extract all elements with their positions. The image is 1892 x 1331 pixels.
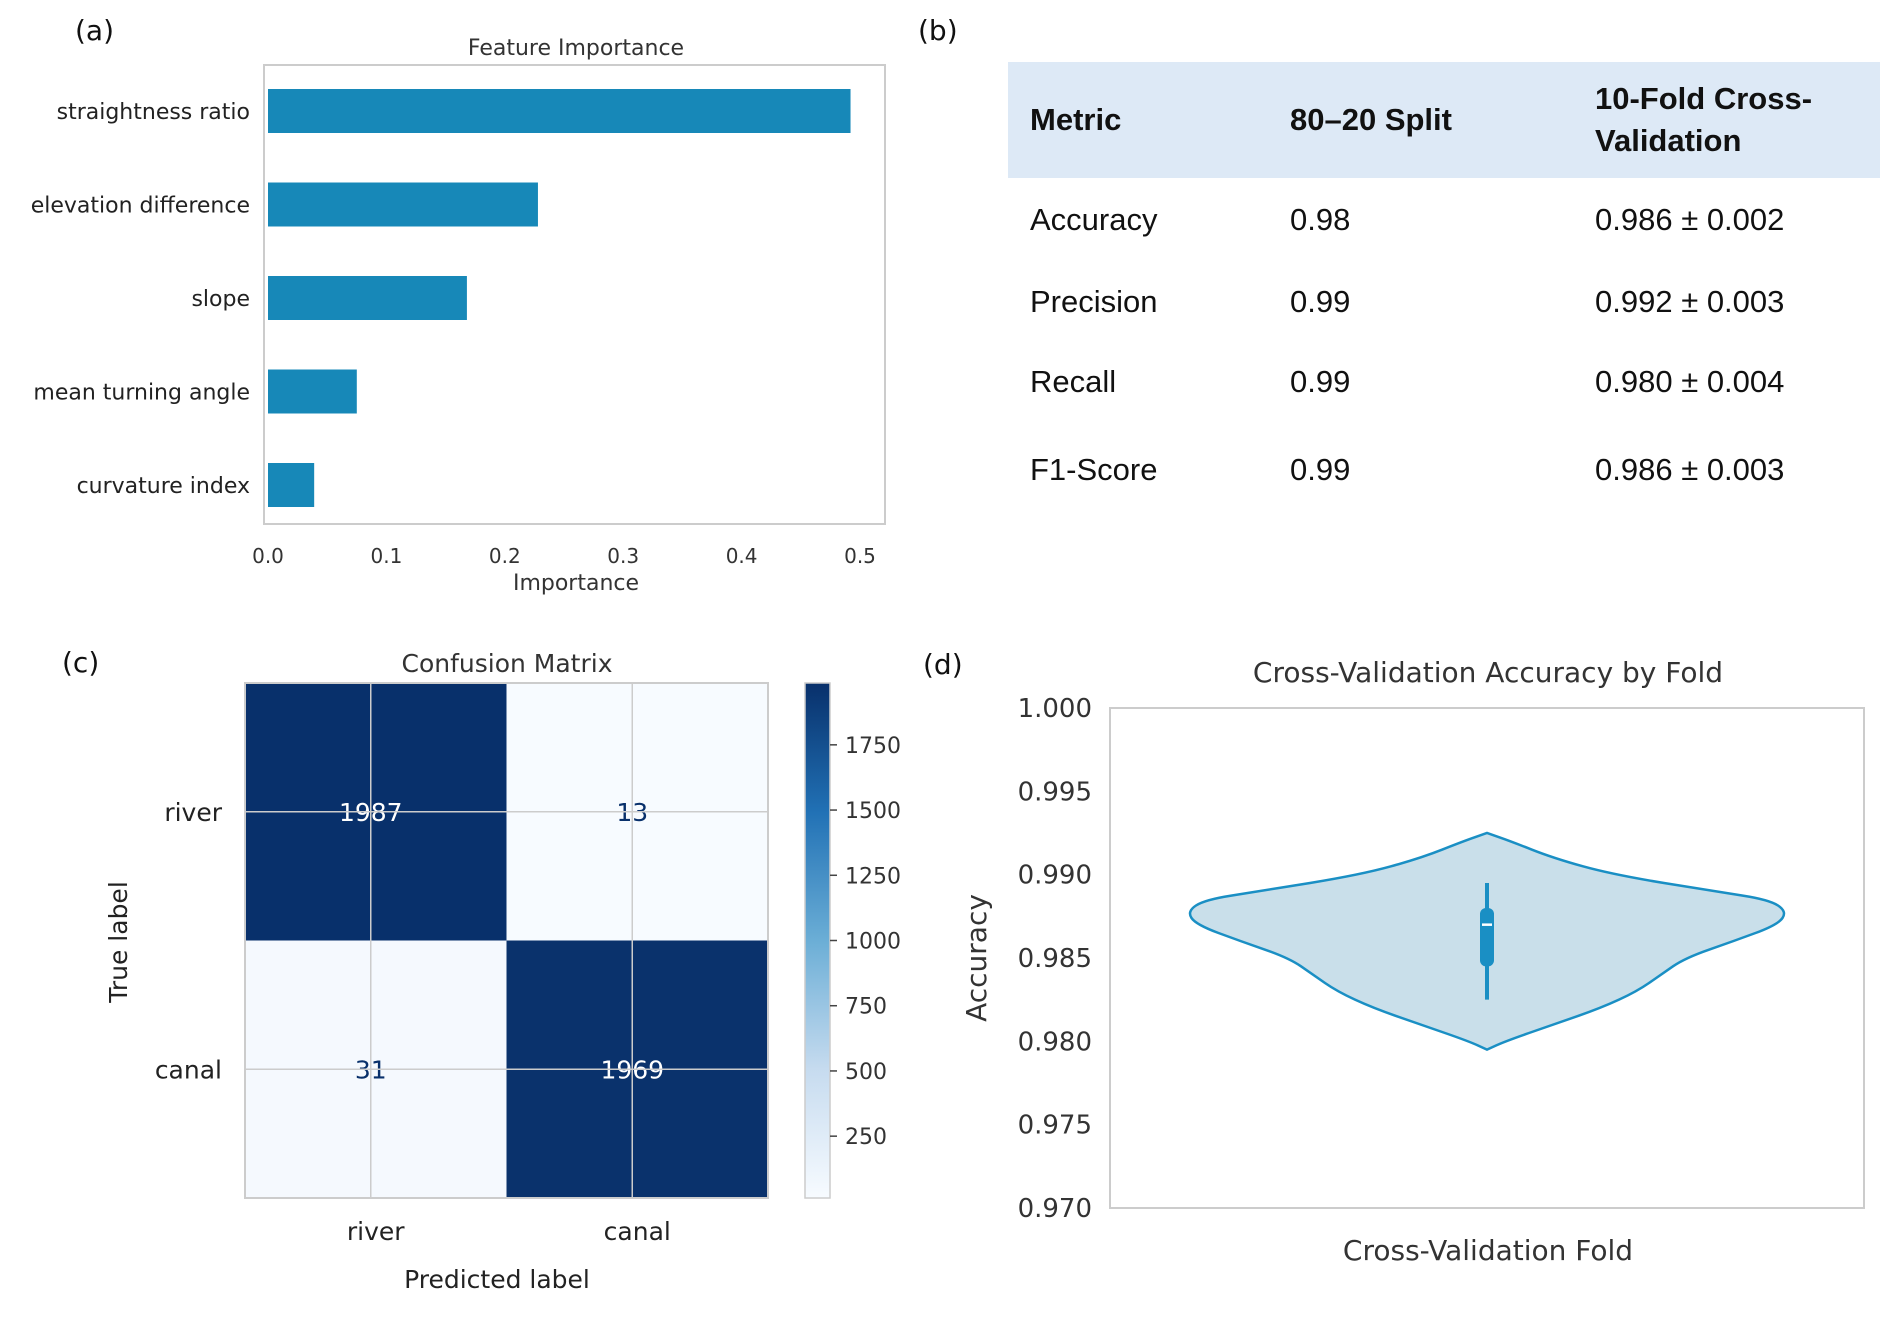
plot-frame (1109, 707, 1865, 1209)
table-cell: 0.986 ± 0.002 (1595, 202, 1785, 237)
x-tick-label: 0.5 (844, 544, 876, 568)
table-cell: Accuracy (1030, 202, 1158, 237)
bar (268, 89, 851, 133)
table-cell: 0.99 (1290, 364, 1351, 399)
colorbar-tick-label: 250 (845, 1125, 887, 1150)
x-axis-label: Cross-Validation Fold (1343, 1234, 1633, 1267)
y-axis-label: True label (104, 881, 133, 1004)
y-tick-label: 0.980 (1018, 1027, 1092, 1057)
panel-label-b: (b) (918, 14, 958, 47)
panel-label-c: (c) (62, 646, 100, 679)
feature-importance-chart: Feature Importance straightness ratio ele… (31, 36, 886, 596)
x-tick-label: 0.0 (252, 544, 284, 568)
bar (268, 463, 315, 507)
y-tick-label: canal (155, 1055, 222, 1084)
y-tick-label: slope (191, 287, 250, 312)
table-cell: 0.99 (1290, 452, 1351, 487)
bar (268, 276, 467, 320)
y-tick-label: 0.985 (1018, 944, 1092, 974)
y-tick-label: 0.990 (1018, 861, 1092, 891)
x-tick-label: 0.2 (489, 544, 521, 568)
y-tick-label: straightness ratio (57, 100, 250, 125)
x-axis-label: Predicted label (404, 1265, 590, 1294)
table-cell: Recall (1030, 364, 1117, 399)
table-row: Precision 0.99 0.992 ± 0.003 (1008, 262, 1880, 342)
chart-title: Confusion Matrix (401, 649, 612, 678)
matrix-frame (244, 682, 769, 1199)
chart-title: Feature Importance (468, 36, 684, 61)
x-tick-label: 0.3 (607, 544, 639, 568)
colorbar-tick-label: 1500 (845, 799, 901, 824)
colorbar-tick-label: 1000 (845, 930, 901, 955)
header-split: 80–20 Split (1290, 102, 1452, 137)
y-axis-label: Accuracy (960, 894, 993, 1022)
table-cell: 0.980 ± 0.004 (1595, 364, 1785, 399)
table-cell: 0.992 ± 0.003 (1595, 284, 1785, 319)
y-tick-label: curvature index (77, 474, 250, 499)
colorbar-tick-label: 1750 (845, 734, 901, 759)
y-tick-label: mean turning angle (33, 381, 250, 406)
x-axis-label: Importance (513, 571, 639, 596)
table-header-row: Metric 80–20 Split 10-Fold Cross-Validat… (1008, 62, 1880, 178)
chart-title: Cross-Validation Accuracy by Fold (1253, 656, 1723, 689)
confusion-matrix-chart: Confusion Matrix 198713311969 rivercanal… (104, 649, 901, 1294)
x-tick-label: 0.4 (726, 544, 758, 568)
plot-frame (263, 64, 886, 525)
x-tick-label: river (347, 1217, 405, 1246)
y-tick-label: 0.975 (1018, 1111, 1092, 1141)
metrics-table-panel: Metric 80–20 Split 10-Fold Cross-Validat… (1008, 62, 1880, 518)
colorbar (804, 682, 831, 1199)
metrics-table: Metric 80–20 Split 10-Fold Cross-Validat… (1008, 62, 1880, 518)
iqr-box (1480, 908, 1494, 967)
y-tick-label: 1.000 (1018, 694, 1092, 724)
colorbar-tick-label: 750 (845, 995, 887, 1020)
table-cell: F1-Score (1030, 452, 1158, 487)
colorbar-tick-label: 1250 (845, 864, 901, 889)
table-cell: 0.98 (1290, 202, 1351, 237)
panel-label-d: (d) (923, 648, 963, 681)
panel-label-a: (a) (75, 14, 115, 47)
violin-chart: Cross-Validation Accuracy by Fold 0.970 0… (960, 656, 1865, 1267)
header-cv: 10-Fold Cross-Validation (1595, 81, 1813, 158)
table-row: Recall 0.99 0.980 ± 0.004 (1008, 342, 1880, 422)
y-tick-label: river (164, 798, 222, 827)
table-cell: Precision (1030, 284, 1158, 319)
table-row: Accuracy 0.98 0.986 ± 0.002 (1008, 178, 1880, 262)
header-metric: Metric (1030, 102, 1122, 137)
table-cell: 0.986 ± 0.003 (1595, 452, 1785, 487)
x-tick-label: 0.1 (370, 544, 402, 568)
y-tick-label: 0.995 (1018, 777, 1092, 807)
table-row: F1-Score 0.99 0.986 ± 0.003 (1008, 422, 1880, 518)
colorbar-tick-label: 500 (845, 1060, 887, 1085)
y-tick-label: 0.970 (1018, 1194, 1092, 1224)
bar (268, 182, 538, 227)
x-tick-label: canal (604, 1217, 671, 1246)
bar (268, 369, 357, 414)
y-tick-label: elevation difference (31, 194, 250, 219)
table-cell: 0.99 (1290, 284, 1351, 319)
